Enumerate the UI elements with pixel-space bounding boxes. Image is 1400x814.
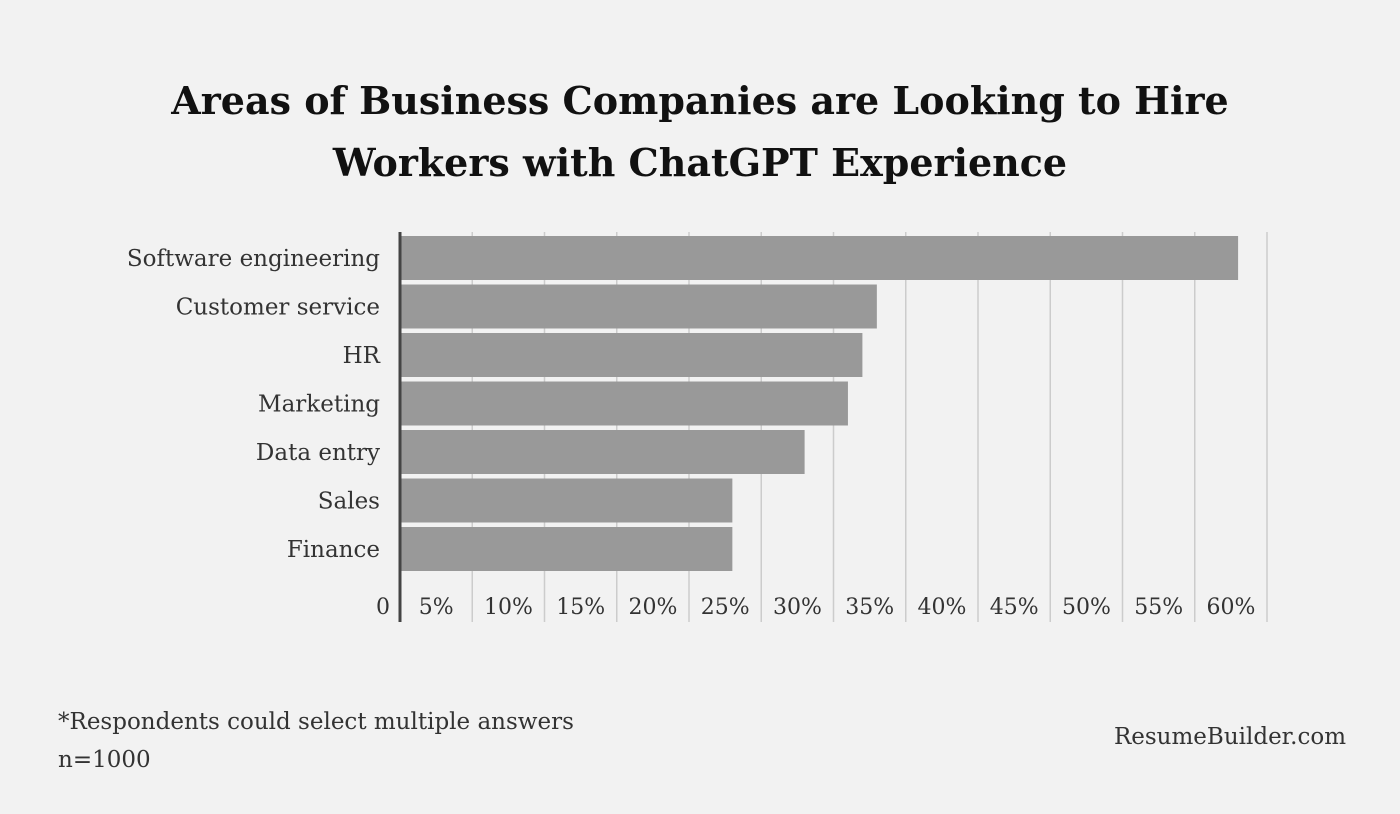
category-label: Finance (287, 537, 380, 563)
x-tick-label: 0 (376, 595, 390, 620)
x-tick-label: 10% (484, 595, 533, 620)
bar (400, 284, 877, 329)
category-label: HR (343, 343, 381, 369)
footnote-multiple-answers: *Respondents could select multiple answe… (58, 709, 574, 735)
x-tick-label: 40% (918, 595, 967, 620)
category-label: Sales (318, 489, 380, 515)
category-label: Customer service (176, 295, 380, 321)
bars (400, 236, 1239, 571)
bar (400, 527, 733, 571)
brand-label: ResumeBuilder.com (1113, 724, 1346, 750)
x-tick-label: 60% (1207, 595, 1256, 620)
bar (400, 430, 805, 474)
x-tick-label: 55% (1134, 595, 1183, 620)
category-label: Software engineering (127, 246, 380, 272)
bar (400, 236, 1239, 280)
chart-title: Areas of Business Companies are Looking … (171, 78, 1229, 185)
x-tick-label: 15% (556, 595, 605, 620)
category-labels: Software engineering Customer service HR Ma… (127, 246, 381, 563)
footnote-sample-size: n=1000 (58, 747, 151, 773)
x-tick-label: 30% (773, 595, 822, 620)
bar (400, 333, 863, 377)
category-label: Marketing (258, 392, 380, 418)
x-tick-label: 45% (990, 595, 1039, 620)
footnote: *Respondents could select multiple answe… (58, 703, 574, 779)
x-tick-label: 5% (419, 595, 454, 620)
bar (400, 381, 848, 426)
x-tick-label: 20% (629, 595, 678, 620)
x-tick-label: 25% (701, 595, 750, 620)
bar (400, 478, 733, 523)
category-label: Data entry (256, 440, 380, 466)
x-tick-labels: 0 5% 10% 15% 20% 25% 30% 35% 40% 45% 50% 55% 60% (376, 595, 1255, 620)
x-tick-label: 50% (1062, 595, 1111, 620)
x-tick-label: 35% (845, 595, 894, 620)
